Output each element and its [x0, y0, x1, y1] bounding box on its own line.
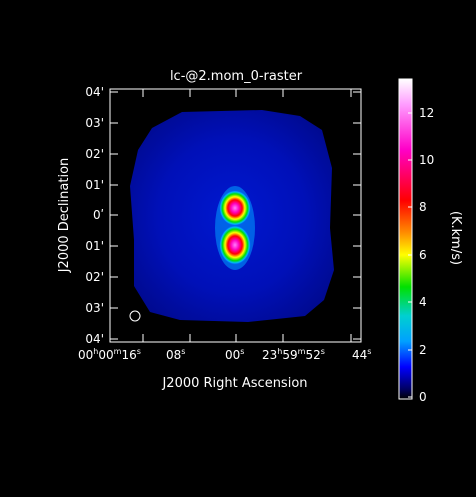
core-lower-peak: [219, 225, 251, 265]
x-tick-labels: 00h00m16s 08s 00s 23h59m52s 44s: [78, 347, 371, 362]
y-tick-label: 01': [85, 178, 104, 192]
y-tick-labels: 04' 03' 02' 01' 0ʹ 01' 02' 03' 04': [85, 85, 104, 346]
y-tick-label: 03': [85, 116, 104, 130]
colorbar-unit-label: (K.km/s): [448, 211, 463, 265]
colorbar-tick-label: 12: [419, 106, 434, 120]
colorbar-tick-labels: 0 2 4 6 8 10 12: [419, 106, 434, 404]
y-tick-label: 01': [85, 239, 104, 253]
y-tick-label: 02': [85, 270, 104, 284]
colorbar-tick-label: 4: [419, 295, 427, 309]
core-upper-peak: [219, 190, 251, 226]
intensity-map: [129, 110, 334, 322]
colorbar-tick-label: 10: [419, 153, 434, 167]
colorbar-tick-label: 8: [419, 200, 427, 214]
y-tick-label: 02': [85, 147, 104, 161]
colorbar: 0 2 4 6 8 10 12 (K.km/s): [398, 78, 463, 404]
colorbar-tick-label: 0: [419, 390, 427, 404]
y-tick-label: 0ʹ: [93, 208, 104, 222]
beam-marker: [129, 310, 141, 322]
x-axis-ticks: [142, 89, 352, 342]
y-tick-label: 04': [85, 332, 104, 346]
colorbar-gradient: [398, 78, 413, 400]
y-tick-label: 04': [85, 85, 104, 99]
y-axis-ticks: [110, 91, 361, 340]
y-tick-label: 03': [85, 301, 104, 315]
x-axis-label: J2000 Right Ascension: [161, 376, 307, 391]
x-tick-label: 00h00m16s: [78, 347, 141, 362]
colorbar-tick-label: 2: [419, 343, 427, 357]
map-title: lc-@2.mom_0-raster: [170, 69, 303, 84]
x-tick-label: 00s: [225, 347, 244, 362]
y-axis-label: J2000 Declination: [57, 158, 72, 274]
colorbar-ticks: [408, 112, 412, 398]
emission-core: [215, 186, 255, 270]
x-tick-label: 23h59m52s: [262, 347, 325, 362]
colorbar-tick-label: 6: [419, 248, 427, 262]
x-tick-label: 08s: [166, 347, 185, 362]
x-tick-label: 44s: [352, 347, 371, 362]
